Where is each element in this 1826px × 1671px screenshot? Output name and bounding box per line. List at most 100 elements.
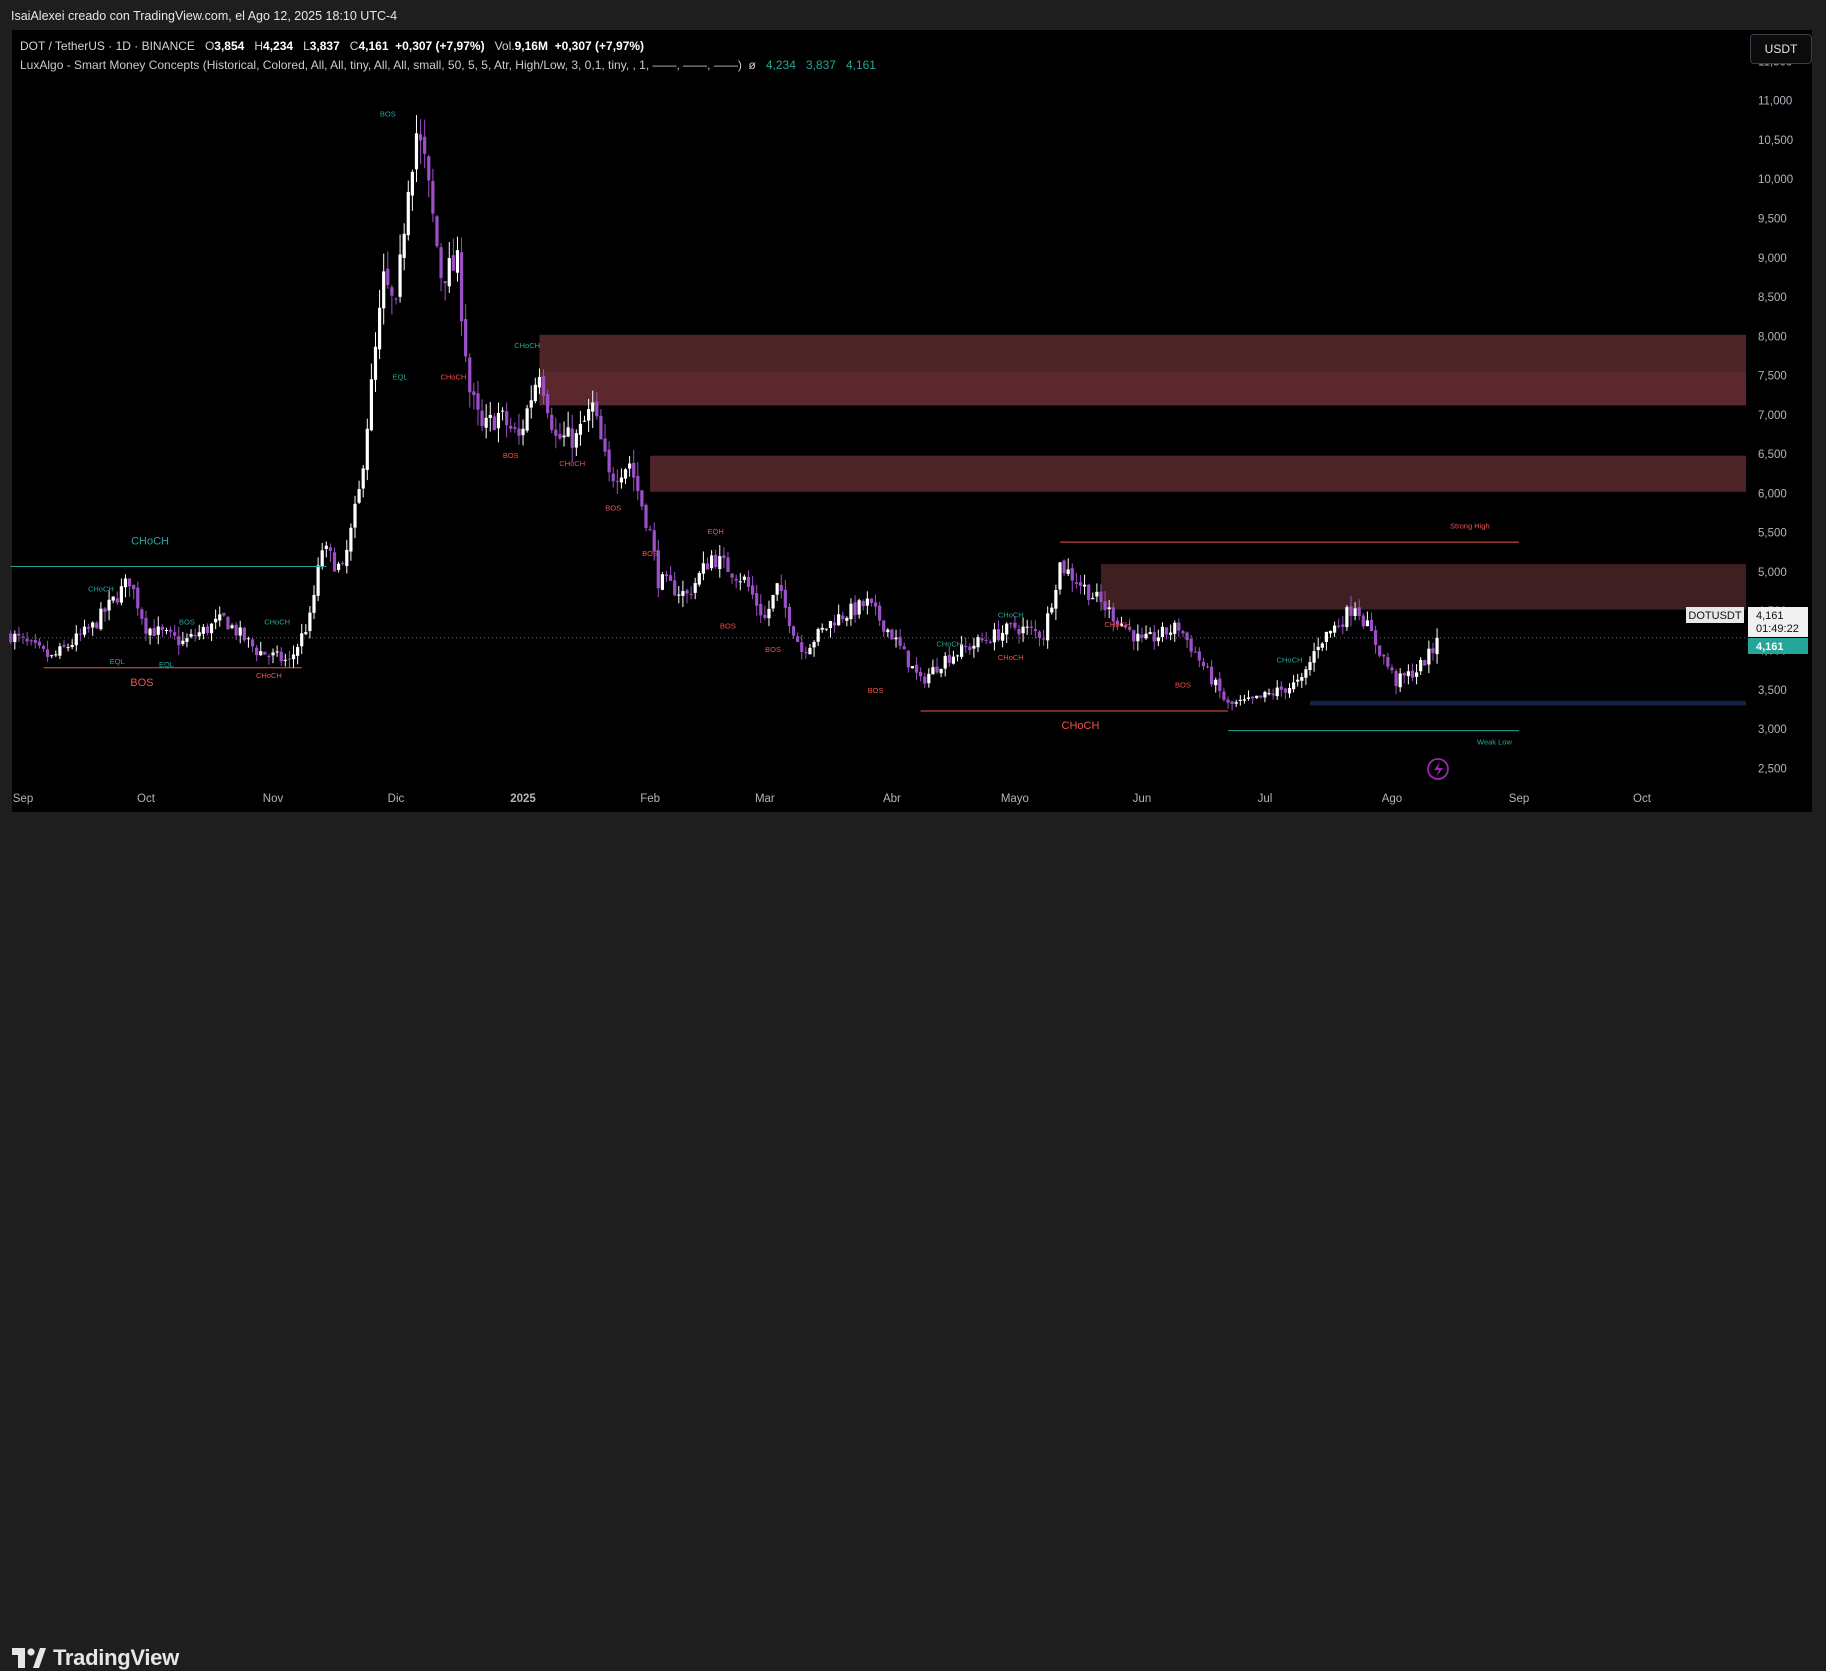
- candle-body: [1373, 630, 1378, 645]
- candle-body: [960, 644, 964, 657]
- candle-body: [505, 411, 509, 426]
- candle-body: [263, 651, 267, 655]
- candle-body: [209, 623, 214, 634]
- structure-label: BOS: [179, 618, 195, 627]
- candle-body: [529, 400, 533, 408]
- candle-body: [1017, 629, 1021, 635]
- candle-body: [242, 627, 246, 641]
- candle-body: [1201, 661, 1206, 667]
- candle-body: [664, 574, 669, 577]
- candle-body: [587, 409, 591, 421]
- candle-body: [554, 429, 558, 436]
- structure-label: CHoCH: [264, 618, 290, 627]
- candle-body: [1103, 601, 1107, 611]
- candle-body: [181, 640, 185, 645]
- candle-body: [619, 477, 624, 483]
- y-tick-label: 6,000: [1758, 488, 1787, 500]
- candle-body: [197, 632, 201, 637]
- y-tick-label: 3,000: [1758, 724, 1787, 736]
- symbol-title[interactable]: DOT / TetherUS · 1D · BINANCE: [20, 39, 195, 53]
- candle-body: [62, 644, 66, 647]
- candle-body: [923, 676, 927, 684]
- candle-body: [1013, 622, 1017, 628]
- chart-area[interactable]: [12, 30, 1812, 812]
- candle-body: [1210, 666, 1214, 685]
- indicator-legend[interactable]: LuxAlgo - Smart Money Concepts (Historic…: [20, 58, 876, 72]
- candle-body: [894, 637, 898, 640]
- candle-body: [1005, 623, 1009, 635]
- candle-body: [201, 627, 205, 634]
- candle-body: [714, 554, 718, 568]
- price-chart[interactable]: CHoCH BOS CHoCH BOS EQL CHoCH CHoCH BOS CHoCH BOS…: [0, 0, 1826, 880]
- candle-body: [132, 584, 136, 590]
- candle-body: [632, 462, 636, 478]
- candle-body: [644, 504, 648, 528]
- candle-body: [152, 628, 156, 636]
- candle-body: [873, 602, 878, 607]
- candle-body: [677, 594, 681, 596]
- candle-body: [1046, 613, 1050, 641]
- x-tick-label: Jul: [1258, 793, 1273, 805]
- candle-body: [1062, 560, 1066, 574]
- candle-body: [533, 384, 537, 402]
- candle-body: [718, 556, 722, 570]
- candle-body: [259, 651, 263, 656]
- candle-body: [82, 626, 87, 635]
- candle-body: [1140, 634, 1144, 638]
- candle-body: [1308, 662, 1312, 671]
- candle-body: [837, 614, 841, 626]
- structure-label: CHoCH: [131, 535, 169, 547]
- candle-body: [1419, 659, 1423, 672]
- x-tick-label: Mar: [755, 793, 775, 805]
- candle-body: [1226, 699, 1230, 703]
- y-tick-label: 7,500: [1758, 371, 1787, 383]
- candle-body: [1128, 626, 1132, 630]
- y-tick-label: 9,000: [1758, 253, 1787, 265]
- candle-body: [386, 268, 390, 285]
- candle-body: [300, 633, 304, 647]
- candle-body: [783, 589, 787, 608]
- candle-body: [919, 672, 923, 677]
- candle-body: [1394, 671, 1398, 687]
- candle-body: [1275, 687, 1279, 697]
- candle-body: [193, 635, 197, 637]
- candle-body: [1037, 631, 1042, 639]
- candle-body: [451, 255, 455, 271]
- currency-button[interactable]: USDT: [1750, 34, 1812, 64]
- candle-body: [1386, 657, 1390, 667]
- candle-body: [480, 410, 484, 426]
- open-value: 3,854: [214, 39, 245, 53]
- candle-body: [517, 428, 521, 436]
- candle-body: [1382, 654, 1386, 657]
- candle-body: [1263, 692, 1267, 698]
- low-label: L: [303, 39, 310, 53]
- candle-body: [1324, 631, 1328, 642]
- indicator-value-3: 4,161: [845, 58, 876, 72]
- y-tick-label: 10,500: [1758, 135, 1793, 147]
- candle-body: [382, 271, 386, 309]
- structure-label: CHoCH: [998, 610, 1024, 619]
- candle-body: [767, 608, 771, 619]
- candle-body: [373, 346, 378, 380]
- candle-body: [816, 629, 820, 642]
- lightning-icon[interactable]: [1427, 758, 1449, 780]
- order-block-zone: [539, 334, 1747, 372]
- attribution-text: IsaiAlexei creado con TradingView.com, e…: [11, 9, 398, 23]
- indicator-symbol: ø: [748, 58, 756, 72]
- candle-body: [509, 425, 513, 429]
- candle-body: [173, 632, 177, 636]
- candle-body: [119, 586, 123, 603]
- candle-body: [45, 649, 50, 657]
- candle-body: [324, 545, 328, 550]
- candle-body: [410, 171, 414, 196]
- candle-body: [1144, 633, 1148, 639]
- x-tick-label: Feb: [640, 793, 660, 805]
- candle-body: [1066, 569, 1070, 575]
- candle-body: [279, 651, 283, 662]
- candle-body: [1160, 626, 1165, 637]
- candle-body: [37, 641, 41, 646]
- candle-body: [205, 626, 210, 633]
- candle-body: [103, 608, 107, 612]
- tradingview-logo-icon: [12, 1648, 46, 1668]
- price-axis: 11,50011,00010,50010,0009,5009,0008,5008…: [1758, 56, 1793, 775]
